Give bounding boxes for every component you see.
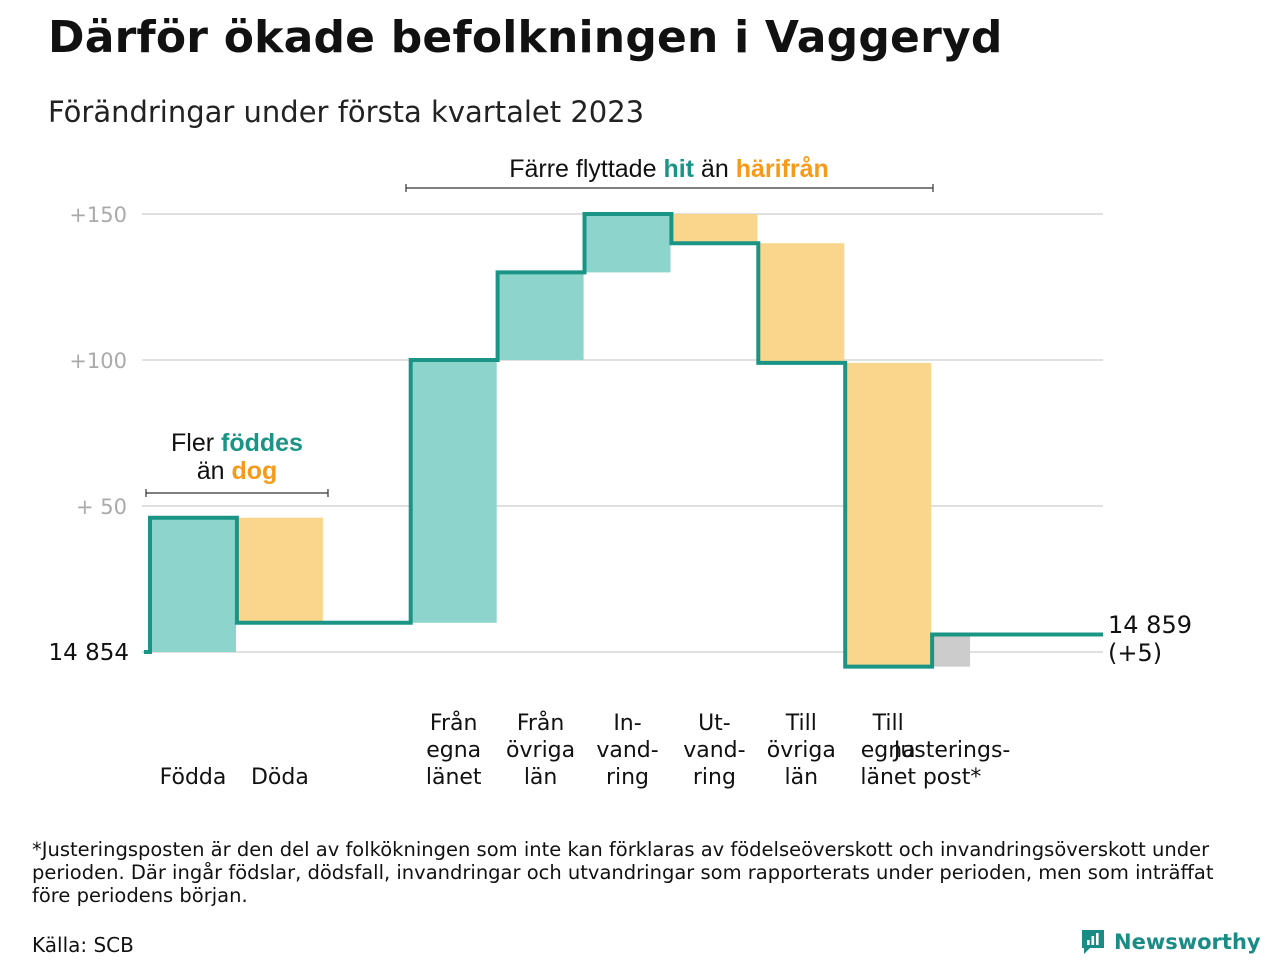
x-category-label: Döda	[251, 765, 309, 790]
bar-increase	[497, 272, 584, 360]
bar-increase	[410, 360, 497, 623]
end-value-label: 14 859	[1108, 611, 1192, 639]
births-annotation-line2: än dog	[197, 457, 278, 485]
step-line	[144, 212, 1103, 669]
chart-subtitle: Förändringar under första kvartalet 2023	[48, 95, 645, 129]
newsworthy-logo: Newsworthy	[1080, 928, 1261, 956]
births-annotation-line1: Fler föddes	[171, 429, 303, 457]
bar-decrease	[758, 243, 845, 363]
y-tick-label: +150	[69, 203, 127, 227]
moves-annotation: Färre flyttade hit än härifrån	[509, 155, 829, 183]
labels-layer: Födda Döda Från egna länet Från övriga län In-va…	[49, 611, 1192, 790]
x-category-label: Från övriga län	[506, 710, 575, 790]
source-label: Källa: SCB	[32, 933, 134, 957]
grid-layer: + 50 +100 +150	[69, 203, 1103, 653]
x-category-label: Födda	[160, 765, 227, 790]
bars-layer	[150, 214, 971, 667]
end-change-label: (+5)	[1108, 639, 1162, 667]
x-category-label: In-vand-ring	[596, 711, 658, 790]
y-tick-label: + 50	[76, 495, 127, 519]
step-line-layer	[144, 212, 1103, 669]
footnote: *Justeringsposten är den del av folkökni…	[32, 838, 1214, 907]
x-category-label: Ut-vand-ring	[683, 711, 745, 790]
start-value-label: 14 854	[49, 640, 129, 666]
chart-title: Därför ökade befolkningen i Vaggeryd	[48, 12, 1003, 63]
newsworthy-brand-text: Newsworthy	[1114, 930, 1261, 954]
annotations-layer: Fler föddes än dog Färre flyttade hit än…	[145, 155, 934, 497]
bar-increase	[584, 214, 671, 273]
newsworthy-icon	[1082, 930, 1104, 954]
bar-decrease	[671, 214, 758, 244]
bar-adjustment	[932, 634, 971, 667]
waterfall-chart: + 50 +100 +150 Fler föddes än dog Färre fl…	[49, 155, 1192, 790]
x-category-label: Justerings-post*	[892, 738, 1011, 790]
bar-decrease	[845, 362, 932, 667]
x-category-label: Från egna länet	[426, 710, 482, 790]
y-tick-label: +100	[69, 349, 127, 373]
bar-decrease	[236, 517, 323, 623]
x-category-label: Till egna länet	[860, 711, 916, 790]
bar-increase	[150, 517, 236, 652]
x-category-label: Till övriga län	[767, 711, 836, 790]
